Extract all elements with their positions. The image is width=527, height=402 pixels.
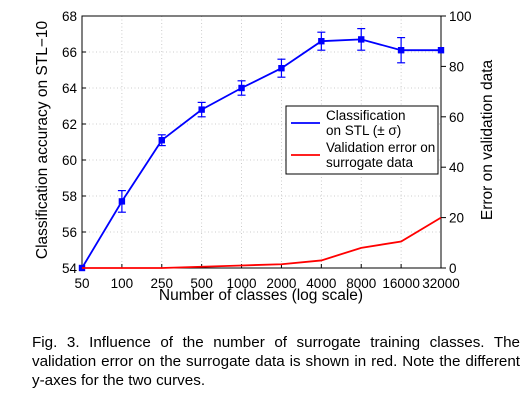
data-point [238, 84, 245, 92]
x-axis-label: Number of classes (log scale) [159, 287, 363, 304]
legend-label: Classification [326, 108, 406, 123]
x-axis-tick-label: 50 [74, 276, 89, 291]
left-axis-tick-label: 66 [62, 45, 77, 60]
data-point [198, 106, 205, 113]
legend-box [285, 105, 439, 175]
left-axis-tick-label: 68 [62, 9, 77, 24]
left-axis-tick-label: 62 [62, 117, 77, 132]
x-axis-tick-label: 4000 [306, 276, 336, 291]
right-axis-tick-label: 80 [449, 59, 464, 74]
legend-label: on STL (± σ) [326, 123, 401, 138]
series-line [81, 38, 441, 269]
x-axis-tick-label: 8000 [346, 276, 376, 291]
x-axis-tick-label: 100 [111, 276, 134, 291]
x-axis-tick-label: 2000 [266, 276, 296, 291]
left-axis-label: Classification accuracy on STL−10 [34, 21, 51, 260]
data-point [118, 198, 126, 205]
right-axis-tick-label: 20 [449, 211, 464, 226]
left-axis-tick-label: 54 [62, 261, 78, 276]
x-axis-tick-label: 500 [190, 276, 213, 291]
series-2 [82, 216, 442, 269]
data-point [397, 47, 405, 54]
left-axis-tick-label: 58 [62, 189, 77, 204]
data-point [278, 65, 285, 72]
x-axis-tick-label: 250 [151, 276, 174, 291]
data-point [318, 38, 325, 45]
series-1 [78, 28, 445, 272]
series-line [82, 216, 442, 269]
x-axis-tick-label: 32000 [422, 276, 460, 291]
right-axis-tick-label: 40 [449, 160, 464, 175]
data-point [358, 36, 365, 43]
x-axis-tick-label: 1000 [227, 276, 257, 291]
data-point [437, 47, 445, 54]
left-axis-tick-label: 64 [62, 81, 78, 96]
plot-frame [81, 15, 442, 269]
x-axis: 50 100 250 500 1000 2000 4000 8000 16000 32000 [74, 264, 460, 291]
left-axis-tick-label: 60 [62, 153, 77, 168]
legend-label: surrogate data [326, 155, 414, 170]
legend-label: Validation error on [326, 140, 435, 155]
figure-caption: Fig. 3. Influence of the number of surro… [32, 334, 520, 389]
right-axis-label: Error on validation data [479, 59, 496, 220]
left-axis: 54 56 58 60 62 64 66 68 [62, 9, 86, 276]
data-point [158, 137, 165, 144]
right-axis: 0 20 40 60 80 100 [441, 9, 472, 276]
right-axis-tick-label: 100 [449, 9, 472, 24]
right-axis-tick-label: 0 [449, 261, 457, 276]
x-axis-tick-label: 16000 [382, 276, 420, 291]
right-axis-tick-label: 60 [449, 110, 464, 125]
left-axis-tick-label: 56 [62, 225, 77, 240]
series-layer [78, 28, 445, 272]
